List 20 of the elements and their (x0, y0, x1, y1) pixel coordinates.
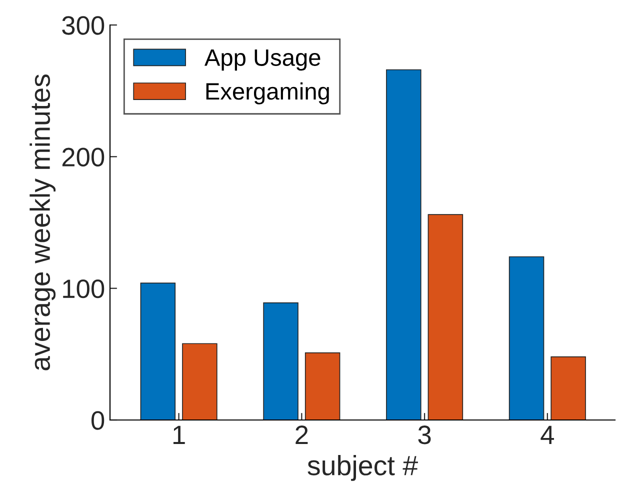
bar (304, 352, 340, 420)
x-tick-label: 3 (418, 426, 431, 444)
y-axis-title: average weekly minutes (30, 74, 56, 370)
y-tick-label: 100 (63, 279, 104, 298)
bar (182, 343, 218, 420)
legend-label: Exergaming (206, 82, 329, 104)
y-tick-label: 300 (62, 16, 104, 35)
x-axis-title: subject # (308, 455, 418, 481)
x-tick-label: 4 (540, 426, 554, 444)
bar (550, 356, 586, 420)
bar (508, 256, 544, 420)
x-tick-label: 2 (296, 426, 308, 444)
x-tick-label: 1 (173, 426, 185, 444)
bar (140, 282, 176, 420)
y-tick-label: 0 (91, 411, 104, 430)
bar (428, 214, 464, 420)
legend-label: App Usage (204, 49, 320, 71)
y-tick-label: 200 (62, 148, 104, 166)
bar (386, 69, 422, 420)
bar (263, 302, 298, 420)
